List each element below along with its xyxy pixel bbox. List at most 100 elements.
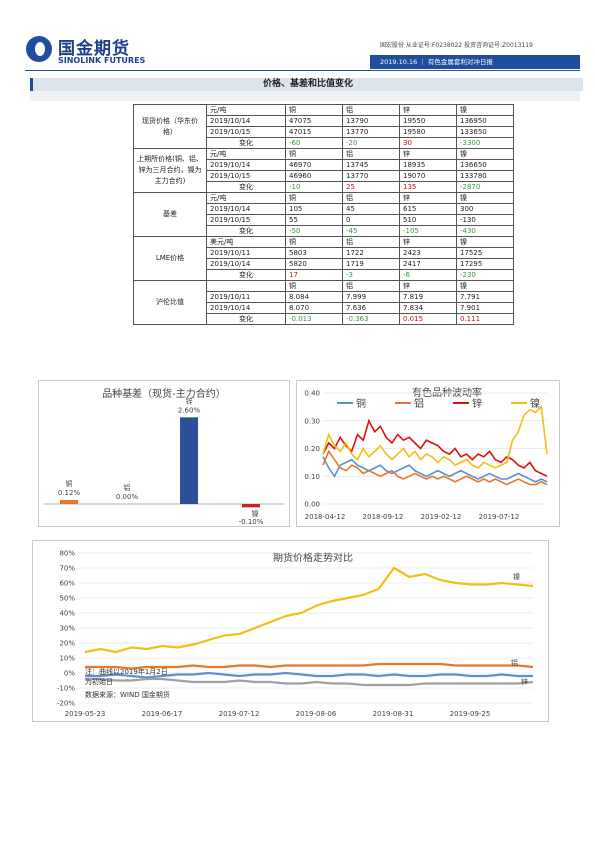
- table-cell: 0.111: [457, 314, 514, 325]
- table-cell: 13745: [343, 160, 400, 171]
- x-tick-label: 2019-08-06: [296, 710, 337, 718]
- table-cell: 17295: [457, 259, 514, 270]
- x-tick-label: 2019-07-12: [219, 710, 260, 718]
- table-row: 基差 元/吨铜铝锌镍: [134, 193, 514, 204]
- table-cell: 锌: [400, 281, 457, 292]
- group-label: 上期所价格(铜、铝、锌为三月合约，镍为主力合约): [134, 149, 207, 193]
- table-cell: -60: [286, 138, 343, 149]
- volatility-chart: 有色品种波动率铜 铝 锌 镍 0.00 0.10 0.20 0.30 0.40 2018-04-1…: [296, 380, 560, 527]
- bar-sep: ｜: [419, 58, 428, 66]
- row-label: 2019/10/14: [207, 259, 286, 270]
- table-cell: 7.636: [343, 303, 400, 314]
- x-tick-label: 2019-06-17: [142, 710, 183, 718]
- table-cell: 19070: [400, 171, 457, 182]
- table-cell: 8.084: [286, 292, 343, 303]
- table-cell: 13770: [343, 127, 400, 138]
- bar-value-label: 0.00%: [116, 493, 139, 501]
- table-cell: 0.015: [400, 314, 457, 325]
- table-cell: 2423: [400, 248, 457, 259]
- series-line-镍: [85, 568, 533, 652]
- table-cell: 47015: [286, 127, 343, 138]
- row-label: 2019/10/15: [207, 127, 286, 138]
- x-tick-label: 2019-08-31: [373, 710, 414, 718]
- legend-label: 铜: [356, 398, 366, 410]
- table-row: 沪伦比值铜铝锌镍: [134, 281, 514, 292]
- row-label: 2019/10/15: [207, 215, 286, 226]
- legend-label: 铝: [414, 398, 424, 410]
- x-tick-label: 2019-02-12: [421, 513, 462, 521]
- logo-en: SINOLINK FUTURES: [58, 56, 145, 65]
- row-label: 2019/10/14: [207, 116, 286, 127]
- x-tick-label: 2018-04-12: [305, 513, 346, 521]
- table-cell: 17: [286, 270, 343, 281]
- legend-label: 镍: [530, 397, 540, 410]
- table-cell: -0.013: [286, 314, 343, 325]
- table-cell: 25: [343, 182, 400, 193]
- row-label: 2019/10/11: [207, 292, 286, 303]
- table-cell: 镍: [457, 105, 514, 116]
- table-cell: 5803: [286, 248, 343, 259]
- logo-icon: [26, 36, 52, 62]
- y-tick-label: -20%: [57, 700, 75, 708]
- table-cell: 镍: [457, 149, 514, 160]
- table-cell: 7.819: [400, 292, 457, 303]
- row-label: 变化: [207, 138, 286, 149]
- table-cell: 锌: [400, 193, 457, 204]
- y-tick-label: -10%: [57, 685, 75, 693]
- table-cell: 8.070: [286, 303, 343, 314]
- table-row: 上期所价格(铜、铝、锌为三月合约，镍为主力合约) 元/吨铜铝锌镍: [134, 149, 514, 160]
- table-cell: 19580: [400, 127, 457, 138]
- basis-chart: 品种基差（现货-主力合约）铜 0.12% 铝 0.00% 锌 2.60% 镍 -0.10%: [38, 380, 290, 527]
- y-tick-label: 0.30: [304, 417, 320, 425]
- x-tick-label: 2019-05-23: [65, 710, 106, 718]
- bar-value-label: 2.60%: [178, 406, 201, 414]
- row-label: 2019/10/11: [207, 248, 286, 259]
- table-cell: 300: [457, 204, 514, 215]
- y-tick-label: 0.40: [304, 390, 320, 398]
- row-label: 2019/10/14: [207, 204, 286, 215]
- table-cell: 17525: [457, 248, 514, 259]
- series-line-锌: [85, 679, 533, 685]
- group-label: 现货价格（华东价格）: [134, 105, 207, 149]
- y-tick-label: 0.20: [304, 445, 320, 453]
- table-cell: 136650: [457, 160, 514, 171]
- source-note: 数据来源：WIND 国金期货: [85, 690, 170, 699]
- table-cell: 55: [286, 215, 343, 226]
- row-label: 元/吨: [207, 105, 286, 116]
- table-cell: 510: [400, 215, 457, 226]
- table-cell: 135: [400, 182, 457, 193]
- table-cell: -45: [343, 226, 400, 237]
- table-cell: 镍: [457, 237, 514, 248]
- license-line: 国宏股份 从业证号:F0238022 投资咨询证号:Z0013119: [380, 40, 533, 49]
- table-cell: 7.834: [400, 303, 457, 314]
- y-tick-label: 0.10: [304, 473, 320, 481]
- table-cell: 锌: [400, 237, 457, 248]
- report-name: 有色金属套利对冲日报: [428, 58, 493, 66]
- table-cell: 2417: [400, 259, 457, 270]
- table-cell: 46970: [286, 160, 343, 171]
- legend-label: 锌: [472, 397, 482, 410]
- table-cell: 1719: [343, 259, 400, 270]
- x-tick-label: 2019-07-12: [479, 513, 520, 521]
- table-cell: 46960: [286, 171, 343, 182]
- table-cell: 133780: [457, 171, 514, 182]
- chart-title: 品种基差（现货-主力合约）: [102, 387, 226, 400]
- table-cell: 镍: [457, 193, 514, 204]
- table-cell: -20: [343, 138, 400, 149]
- table-cell: 7.791: [457, 292, 514, 303]
- table-cell: 0: [343, 215, 400, 226]
- table-cell: 铜: [286, 149, 343, 160]
- table-cell: -105: [400, 226, 457, 237]
- table-cell: 铝: [343, 281, 400, 292]
- end-label-aluminum: 铝: [511, 658, 518, 667]
- row-label: 变化: [207, 226, 286, 237]
- bar-category: 镍: [252, 509, 259, 518]
- row-label: 2019/10/14: [207, 303, 286, 314]
- table-cell: 锌: [400, 149, 457, 160]
- table-cell: 铝: [343, 105, 400, 116]
- price-table: 现货价格（华东价格） 元/吨铜铝锌镍 2019/10/14 47075 13790 195…: [133, 104, 514, 325]
- table-row: LME价格 美元/吨铜铝锌镍: [134, 237, 514, 248]
- y-tick-label: 50%: [59, 595, 75, 603]
- report-bar: 2019.10.16 ｜ 有色金属套利对冲日报: [370, 55, 580, 69]
